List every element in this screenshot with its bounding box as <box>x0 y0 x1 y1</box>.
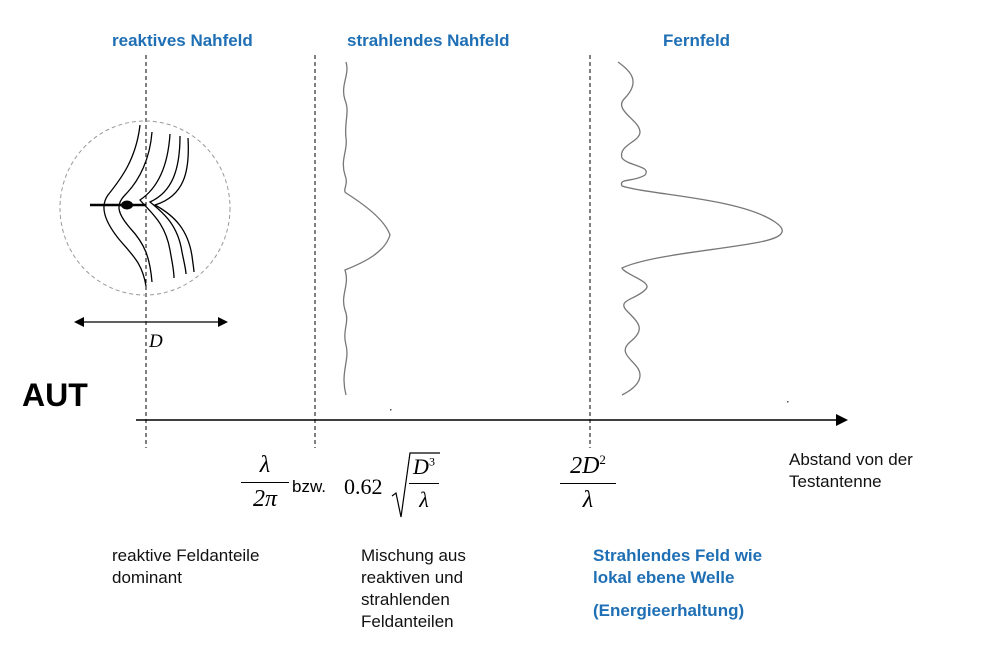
note-mixed-line3: strahlenden <box>361 590 450 609</box>
artifact-dot <box>787 401 789 403</box>
radiating-near-field-pattern <box>342 61 391 396</box>
aut-label: AUT <box>22 377 88 413</box>
field-line <box>103 124 147 287</box>
note-radiating-line1: Strahlendes Feld wie <box>593 546 763 565</box>
dipole-feed <box>121 200 133 210</box>
formula-far-numerator: 2D2 <box>560 452 616 480</box>
antenna-sphere <box>59 120 231 296</box>
note-reactive-line1: reaktive Feldanteile <box>112 546 260 565</box>
fraction-bar <box>241 482 289 483</box>
axis-label-line1: Abstand von der <box>789 450 913 469</box>
note-mixed-line2: reaktiven und <box>361 568 464 587</box>
formula-coefficient: 0.62 <box>344 474 383 499</box>
header-far-field: Fernfeld <box>663 31 731 50</box>
root-num-exponent: 3 <box>428 454 435 469</box>
note-mixed: Mischung aus reaktiven und strahlenden F… <box>361 545 466 633</box>
header-reactive-near-field: reaktives Nahfeld <box>112 31 253 50</box>
header-radiating-near-field: strahlendes Nahfeld <box>347 31 510 50</box>
field-line <box>148 135 187 275</box>
note-radiating: Strahlendes Feld wie lokal ebene Welle (… <box>593 545 762 622</box>
note-radiating-line2: lokal ebene Welle <box>593 568 735 587</box>
note-mixed-line4: Feldanteilen <box>361 612 454 631</box>
note-mixed-line1: Mischung aus <box>361 546 466 565</box>
radical-sign <box>391 452 440 518</box>
far-num-base: 2D <box>570 453 600 479</box>
far-field-pattern <box>617 61 783 396</box>
formula-root-denominator: λ <box>419 487 429 512</box>
axis-label-line2: Testantenne <box>789 472 882 491</box>
field-line <box>118 131 153 283</box>
formula-connector: bzw. <box>292 477 327 496</box>
note-reactive: reaktive Feldanteile dominant <box>112 545 259 589</box>
distance-axis-arrowhead <box>836 414 848 426</box>
formula-far-field-distance: 2D2 λ <box>560 452 616 514</box>
formula-root-fraction: D3 λ <box>409 454 439 513</box>
fraction-bar <box>409 483 439 484</box>
formula-numerator: λ <box>259 452 271 478</box>
artifact-dot <box>390 409 392 411</box>
axis-label: Abstand von der Testantenne <box>789 449 913 493</box>
far-num-exponent: 2 <box>599 452 606 467</box>
dimension-label: D <box>149 331 163 352</box>
field-line <box>139 133 175 279</box>
field-line <box>153 137 195 273</box>
dimension-arrowhead-right <box>218 317 228 327</box>
formula-lambda-over-2pi: λ 2π <box>241 452 289 513</box>
formula-denominator: 2π <box>252 486 278 512</box>
note-reactive-line2: dominant <box>112 568 182 587</box>
root-num-base: D <box>413 454 429 479</box>
fraction-bar <box>560 483 616 484</box>
formula-root-numerator: D3 <box>409 454 439 480</box>
dimension-arrowhead-left <box>74 317 84 327</box>
note-radiating-line3: (Energieerhaltung) <box>593 601 745 620</box>
formula-far-denominator: λ <box>582 487 594 513</box>
